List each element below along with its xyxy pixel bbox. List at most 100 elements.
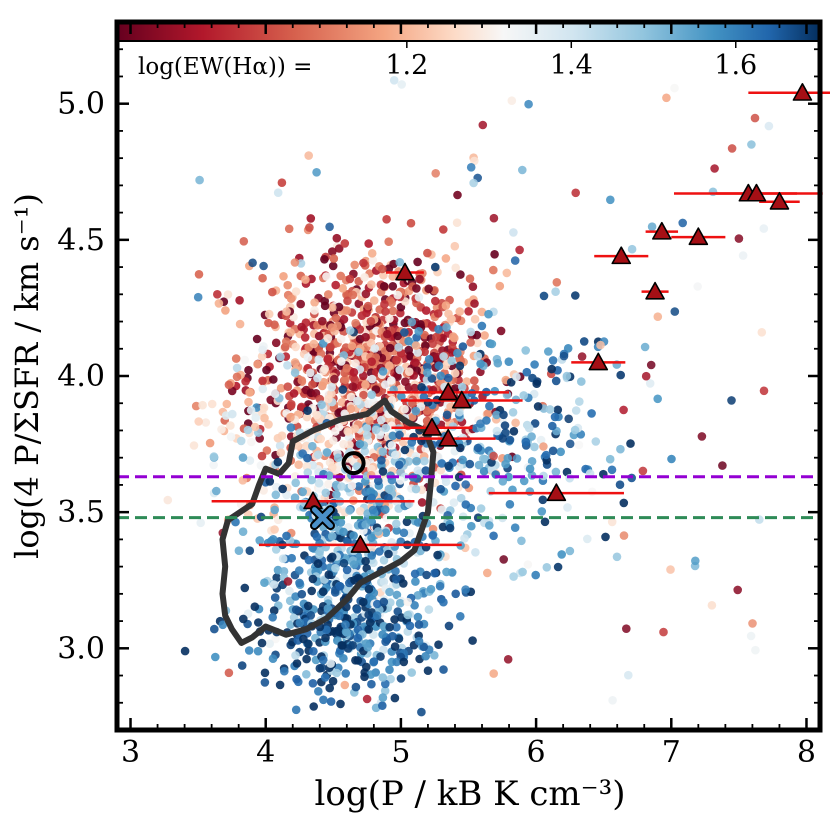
- scatter-point: [291, 651, 300, 660]
- scatter-point: [270, 389, 280, 399]
- scatter-point: [747, 140, 756, 149]
- triangle-marker: [652, 221, 672, 240]
- scatter-point: [298, 449, 308, 458]
- scatter-point: [430, 651, 439, 660]
- scatter-point: [414, 293, 424, 302]
- scatter-point: [612, 552, 622, 562]
- scatter-point: [492, 426, 502, 436]
- scatter-point: [346, 392, 356, 402]
- scatter-point: [548, 446, 558, 456]
- scatter-point: [387, 298, 396, 308]
- scatter-point: [283, 361, 292, 370]
- scatter-point: [457, 382, 467, 392]
- scatter-point: [221, 306, 230, 315]
- scatter-point: [338, 284, 348, 293]
- scatter-point: [282, 307, 291, 316]
- scatter-point: [239, 614, 248, 624]
- scatter-point: [431, 169, 441, 178]
- scatter-point: [389, 76, 399, 85]
- scatter-point: [392, 657, 402, 667]
- scatter-point: [622, 624, 631, 633]
- scatter-point: [563, 503, 572, 512]
- scatter-point: [383, 329, 392, 339]
- scatter-point: [240, 355, 249, 365]
- scatter-point: [327, 532, 337, 541]
- scatter-point: [345, 506, 354, 515]
- x-tick-label: 5: [391, 735, 410, 770]
- scatter-point: [399, 528, 409, 538]
- scatter-point: [209, 460, 218, 470]
- scatter-point: [392, 356, 401, 365]
- scatter-point: [392, 575, 401, 584]
- scatter-point: [470, 314, 480, 324]
- scatter-point: [530, 360, 539, 369]
- scatter-point: [224, 668, 234, 678]
- scatter-point: [413, 257, 422, 267]
- x-tick-label: 8: [797, 735, 816, 770]
- scatter-point: [343, 296, 352, 306]
- scatter-point: [189, 441, 199, 450]
- scatter-point: [484, 309, 493, 319]
- scatter-point: [313, 559, 323, 568]
- scatter-point: [392, 519, 401, 529]
- scatter-point: [476, 504, 486, 513]
- scatter-point: [260, 678, 270, 687]
- triangle-marker: [792, 83, 813, 101]
- scatter-point: [456, 493, 466, 503]
- scatter-point: [410, 383, 420, 393]
- scatter-point: [498, 477, 508, 486]
- scatter-point: [545, 405, 555, 414]
- scatter-point: [512, 372, 521, 382]
- scatter-point: [328, 463, 337, 472]
- scatter-point: [544, 347, 553, 356]
- scatter-point: [565, 439, 575, 449]
- scatter-point: [407, 438, 417, 447]
- scatter-point: [385, 587, 394, 597]
- scatter-point: [579, 337, 589, 346]
- scatter-point: [284, 224, 294, 234]
- scatter-point: [368, 505, 378, 515]
- scatter-point: [355, 439, 365, 449]
- scatter-point: [759, 386, 769, 396]
- scatter-point: [272, 573, 282, 582]
- scatter-point: [518, 165, 527, 175]
- scatter-point: [479, 466, 489, 476]
- scatter-point: [310, 306, 319, 315]
- scatter-point: [539, 442, 548, 451]
- scatter-point: [376, 415, 386, 425]
- scatter-point: [465, 274, 475, 284]
- triangle-marker: [438, 382, 459, 401]
- scatter-point: [317, 400, 326, 410]
- cross-fill: [311, 507, 333, 529]
- scatter-point: [517, 536, 526, 546]
- scatter-point: [359, 258, 368, 268]
- scatter-point: [397, 392, 406, 401]
- scatter-point: [522, 367, 532, 377]
- triangle-marker: [611, 246, 632, 265]
- scatter-point: [388, 431, 398, 441]
- scatter-point: [309, 339, 319, 349]
- scatter-point: [324, 479, 333, 489]
- scatter-point: [577, 352, 587, 361]
- triangle-marker: [422, 417, 442, 436]
- scatter-point: [381, 423, 391, 433]
- scatter-point: [606, 195, 615, 205]
- scatter-point: [329, 254, 339, 263]
- scatter-point: [438, 333, 448, 343]
- scatter-point: [337, 398, 347, 407]
- scatter-point: [331, 563, 340, 573]
- scatter-point: [619, 531, 629, 540]
- scatter-point: [257, 352, 267, 361]
- scatter-point: [222, 399, 232, 409]
- scatter-point: [411, 358, 420, 367]
- scatter-point: [345, 274, 355, 284]
- scatter-point: [697, 432, 707, 441]
- scatter-point: [423, 362, 432, 372]
- scatter-point: [509, 228, 518, 237]
- scatter-point: [431, 262, 440, 272]
- scatter-point: [194, 417, 203, 426]
- scatter-point: [214, 299, 224, 308]
- scatter-point: [727, 144, 737, 153]
- scatter-point: [296, 299, 306, 309]
- scatter-point: [326, 342, 335, 352]
